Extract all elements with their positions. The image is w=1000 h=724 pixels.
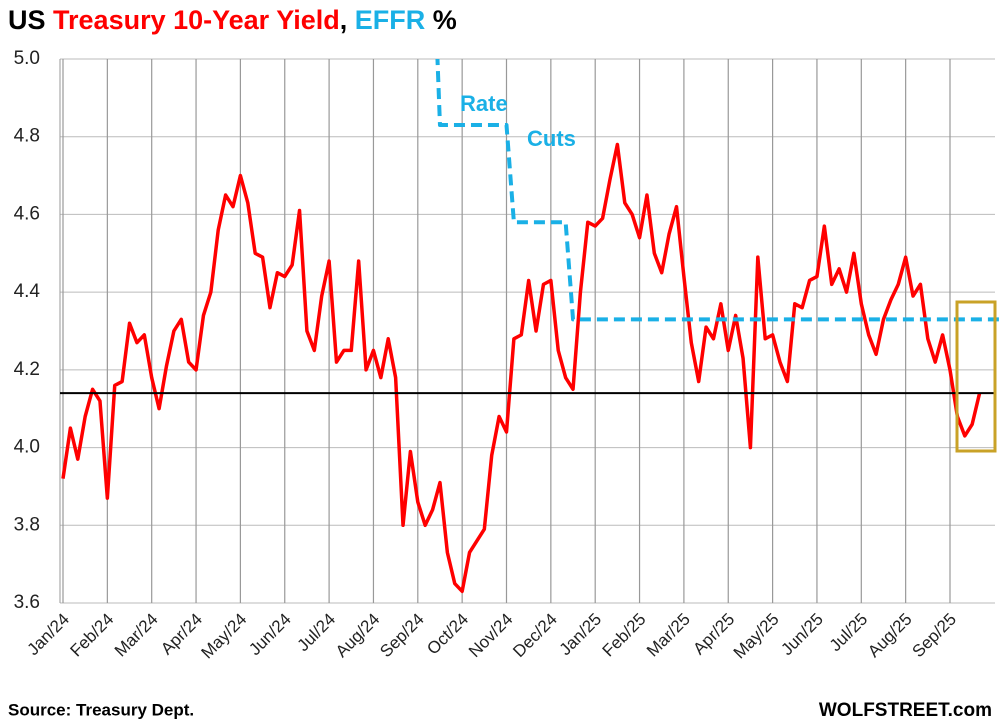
y-tick-label: 3.8 [14, 514, 40, 535]
annotation: Cuts [527, 126, 576, 151]
x-tick-label: Oct/24 [423, 610, 472, 659]
title-part: US [8, 5, 46, 35]
y-tick-label: 4.2 [14, 359, 40, 380]
y-tick-label: 4.0 [14, 437, 40, 458]
annotation: Rate [460, 91, 508, 116]
source: Source: Treasury Dept. [8, 700, 194, 719]
y-tick-label: 4.4 [14, 281, 41, 302]
x-tick-label: Sep/25 [908, 610, 960, 662]
x-tick-label: Jun/25 [777, 610, 827, 660]
y-tick-label: 5.0 [14, 48, 40, 69]
y-tick-label: 3.6 [14, 592, 40, 613]
x-tick-label: Feb/24 [66, 610, 117, 661]
chart-title: US Treasury 10-Year Yield, EFFR % [8, 5, 457, 35]
y-tick-label: 4.8 [14, 126, 40, 147]
credit: WOLFSTREET.com [819, 700, 992, 721]
series-line [61, 142, 982, 594]
x-tick-label: Mar/25 [643, 610, 694, 661]
x-tick-label: Jan/25 [556, 610, 606, 660]
x-tick-label: Aug/25 [864, 610, 916, 662]
title-part: Treasury 10-Year Yield [53, 5, 340, 35]
x-tick-label: Feb/25 [599, 610, 650, 661]
x-tick-label: May/24 [198, 610, 251, 663]
x-tick-label: Sep/24 [376, 610, 428, 662]
y-tick-label: 4.6 [14, 203, 40, 224]
x-tick-label: Jan/24 [23, 610, 73, 660]
x-tick-label: Dec/24 [509, 610, 561, 662]
title-part: , [340, 5, 348, 35]
x-tick-label: Jun/24 [245, 610, 295, 660]
series-line [435, 59, 1000, 322]
x-tick-label: May/25 [730, 610, 783, 663]
x-tick-label: Aug/24 [332, 610, 384, 662]
title-part: EFFR [355, 5, 426, 35]
highlight-box [955, 300, 997, 453]
x-tick-label: Nov/24 [465, 610, 517, 662]
x-tick-label: Mar/24 [111, 610, 162, 661]
title-part: % [433, 5, 457, 35]
